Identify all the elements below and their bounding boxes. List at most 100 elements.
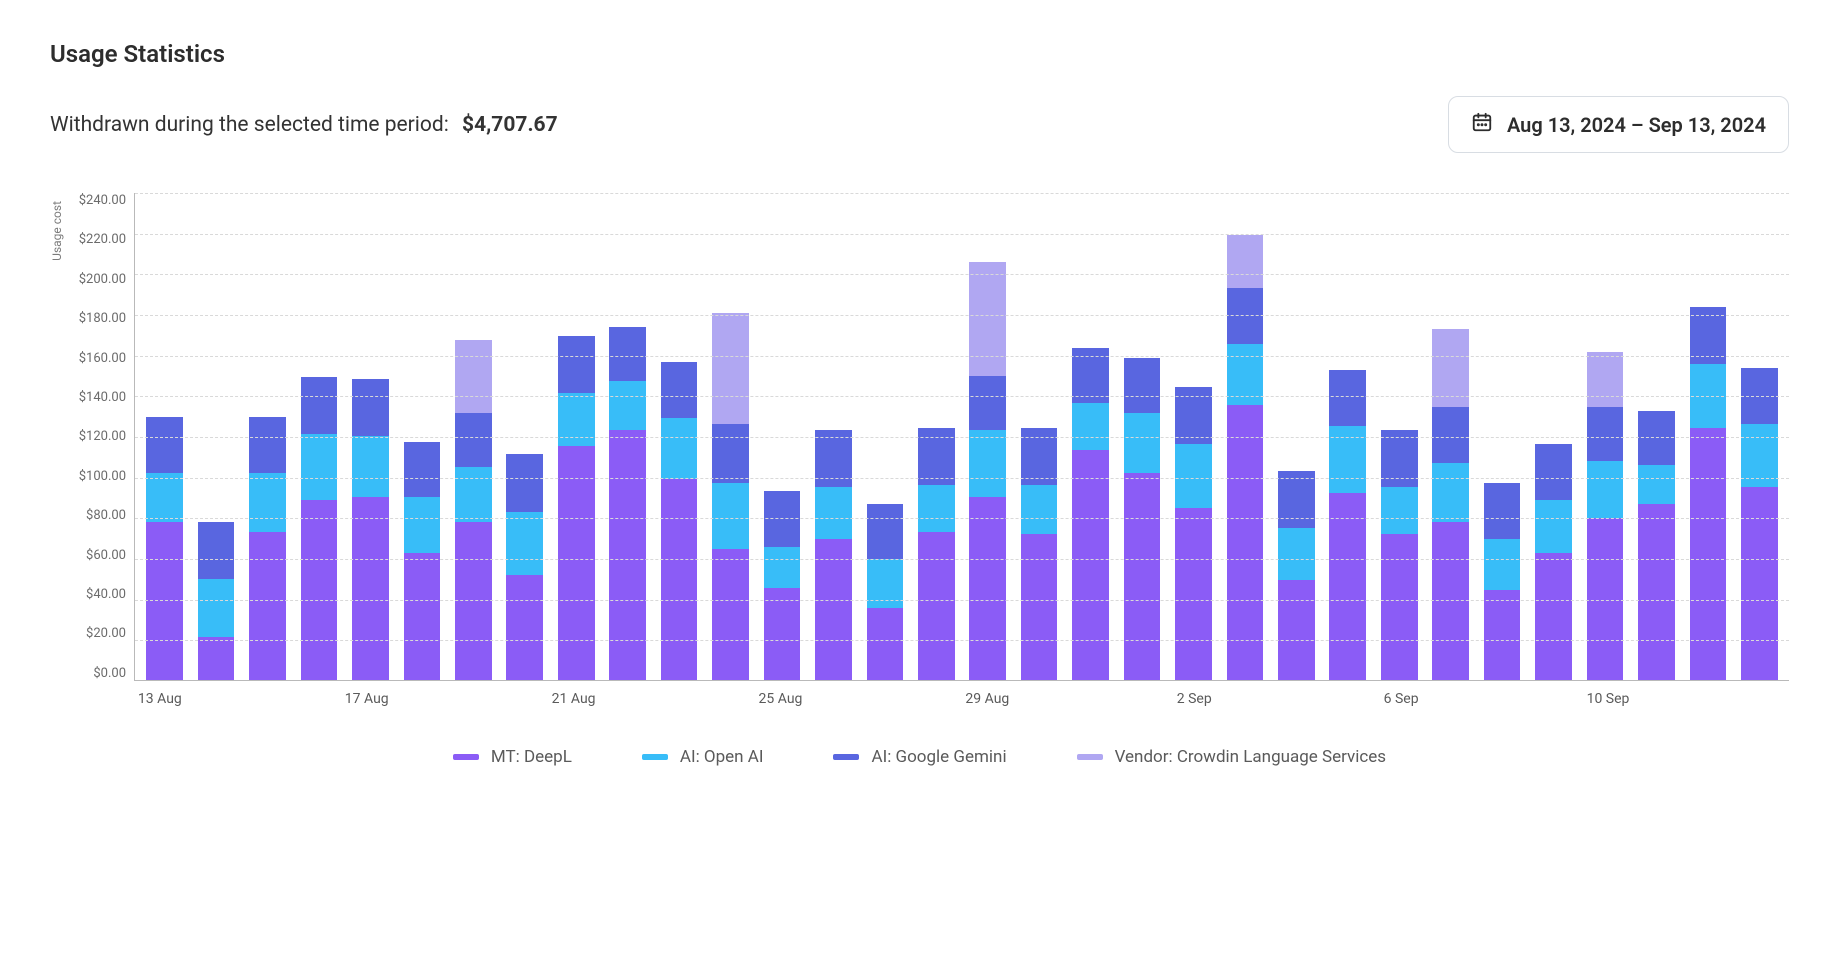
usage-chart: Usage cost $240.00$220.00$200.00$180.00$…: [50, 193, 1789, 681]
bar-segment-deepl: [506, 575, 543, 680]
withdrawn-amount: $4,707.67: [462, 113, 558, 137]
x-tick: 25 Aug: [759, 691, 803, 707]
bar-column[interactable]: [1426, 329, 1475, 680]
bar-segment-deepl: [455, 522, 492, 680]
bar-column[interactable]: [706, 313, 755, 680]
bar-segment-deepl: [661, 479, 698, 680]
bar-column[interactable]: [1735, 368, 1784, 680]
legend-label: MT: DeepL: [491, 747, 572, 767]
bar-column[interactable]: [1529, 444, 1578, 680]
bar-segment-deepl: [1638, 504, 1675, 680]
grid-line: [135, 274, 1789, 275]
bar-segment-gemini: [609, 327, 646, 382]
grid-line: [135, 518, 1789, 519]
bar-column[interactable]: [1323, 370, 1372, 680]
grid-line: [135, 315, 1789, 316]
bar-column[interactable]: [449, 340, 498, 680]
y-tick: $140.00: [79, 390, 126, 405]
bar-column[interactable]: [1066, 348, 1115, 680]
bar-column[interactable]: [809, 430, 858, 680]
bar-segment-deepl: [1021, 534, 1058, 680]
bar-column[interactable]: [552, 336, 601, 680]
grid-line: [135, 600, 1789, 601]
bar-segment-vendor: [1587, 352, 1624, 407]
bar-segment-gemini: [661, 362, 698, 419]
bar-segment-gemini: [455, 413, 492, 468]
legend-swatch: [1077, 754, 1103, 760]
bar-segment-deepl: [1278, 580, 1315, 680]
page-title: Usage Statistics: [50, 40, 1789, 68]
withdrawn-label: Withdrawn during the selected time perio…: [50, 113, 449, 137]
bar-segment-deepl: [1227, 405, 1264, 680]
bar-column[interactable]: [1580, 352, 1629, 680]
bar-segment-openai: [1535, 500, 1572, 553]
legend-swatch: [642, 754, 668, 760]
bar-column[interactable]: [346, 379, 395, 680]
bar-column[interactable]: [294, 377, 343, 680]
y-tick: $20.00: [86, 626, 126, 641]
bar-segment-openai: [455, 467, 492, 522]
bar-column[interactable]: [1272, 471, 1321, 680]
bar-column[interactable]: [1375, 430, 1424, 680]
bar-segment-openai: [352, 436, 389, 497]
legend-item-openai[interactable]: AI: Open AI: [642, 747, 764, 767]
y-tick: $40.00: [86, 587, 126, 602]
bar-segment-gemini: [146, 417, 183, 474]
bar-segment-vendor: [712, 313, 749, 424]
bar-segment-gemini: [1484, 483, 1521, 540]
bar-segment-openai: [1175, 444, 1212, 508]
bar-segment-deepl: [198, 637, 235, 680]
legend-item-deepl[interactable]: MT: DeepL: [453, 747, 572, 767]
bar-segment-deepl: [249, 532, 286, 680]
bar-segment-vendor: [969, 262, 1006, 375]
bar-column[interactable]: [963, 262, 1012, 680]
bar-segment-gemini: [558, 336, 595, 393]
bar-segment-openai: [1381, 487, 1418, 534]
bar-segment-gemini: [404, 442, 441, 497]
grid-line: [135, 437, 1789, 438]
bar-segment-openai: [1124, 413, 1161, 474]
bar-segment-vendor: [455, 340, 492, 412]
bar-segment-openai: [404, 497, 441, 554]
x-tick: 2 Sep: [1177, 691, 1212, 707]
bar-column[interactable]: [1220, 235, 1269, 680]
bar-segment-openai: [712, 483, 749, 549]
bar-segment-deepl: [404, 553, 441, 680]
bar-segment-openai: [609, 381, 646, 430]
bar-segment-openai: [969, 430, 1006, 496]
bar-column[interactable]: [912, 428, 961, 680]
bar-segment-gemini: [506, 454, 543, 513]
y-tick: $0.00: [93, 666, 126, 681]
bar-segment-deepl: [1484, 590, 1521, 680]
bar-segment-gemini: [1124, 358, 1161, 413]
bar-segment-deepl: [146, 522, 183, 680]
bar-segment-deepl: [558, 446, 595, 680]
legend-item-gemini[interactable]: AI: Google Gemini: [833, 747, 1006, 767]
bar-column[interactable]: [191, 522, 240, 680]
bar-column[interactable]: [603, 327, 652, 680]
y-tick: $120.00: [79, 429, 126, 444]
bar-column[interactable]: [654, 362, 703, 680]
bar-segment-gemini: [1329, 370, 1366, 427]
bar-column[interactable]: [1477, 483, 1526, 680]
bar-segment-gemini: [249, 417, 286, 474]
bar-column[interactable]: [1014, 428, 1063, 680]
bar-segment-openai: [1484, 539, 1521, 590]
legend-item-vendor[interactable]: Vendor: Crowdin Language Services: [1077, 747, 1387, 767]
bar-column[interactable]: [500, 454, 549, 680]
bar-segment-openai: [146, 473, 183, 522]
grid-line: [135, 193, 1789, 194]
bar-segment-deepl: [1175, 508, 1212, 680]
date-range-picker[interactable]: Aug 13, 2024 – Sep 13, 2024: [1448, 96, 1789, 153]
legend-label: Vendor: Crowdin Language Services: [1115, 747, 1387, 767]
bar-segment-gemini: [1432, 407, 1469, 464]
bar-column[interactable]: [1683, 307, 1732, 680]
x-tick: 29 Aug: [965, 691, 1009, 707]
y-tick: $240.00: [79, 193, 126, 208]
bar-segment-openai: [198, 579, 235, 638]
y-tick: $100.00: [79, 469, 126, 484]
bar-segment-deepl: [1381, 534, 1418, 680]
bar-column[interactable]: [1169, 387, 1218, 680]
bar-segment-openai: [1021, 485, 1058, 534]
bar-column[interactable]: [860, 504, 909, 680]
